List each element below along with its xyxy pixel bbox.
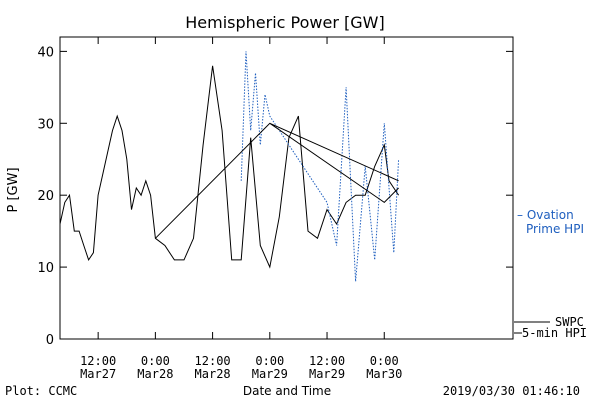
x-tick-label-date: Mar27 [80,367,116,381]
x-tick-label-time: 12:00 [80,354,116,368]
y-tick-label: 30 [37,117,54,132]
y-tick-label: 0 [46,333,54,348]
x-tick-label-time: 0:00 [370,354,399,368]
x-tick-label-time: 0:00 [141,354,170,368]
x-axis-label: Date and Time [243,384,331,398]
plot-frame [59,36,514,340]
footer-right: 2019/03/30 01:46:10 [443,384,580,398]
x-tick-label-date: Mar29 [252,367,288,381]
x-tick-label-date: Mar29 [309,367,345,381]
footer-left: Plot: CCMC [5,384,77,398]
x-tick-label-time: 12:00 [195,354,231,368]
y-tick-label: 20 [37,189,54,204]
x-tick-label-date: Mar30 [366,367,402,381]
side-label-line2: Prime HPI [526,222,584,236]
x-tick-label-time: 0:00 [255,354,284,368]
series-line-1 [240,51,400,282]
x-tick-label-date: Mar28 [195,367,231,381]
side-label-line1: – Ovation [517,208,574,222]
legend-swpc: SWPC [555,315,584,329]
legend-hpi: 5-min HPI [522,326,587,340]
y-tick-label: 40 [37,45,54,60]
chart-title: Hemispheric Power [GW] [185,13,384,32]
x-tick-label-date: Mar28 [137,367,173,381]
series-line-2 [155,122,399,239]
series-line-0 [59,65,400,269]
x-tick-label-time: 12:00 [309,354,345,368]
y-tick-label: 10 [37,261,54,276]
y-axis-label: P [GW] [6,167,21,212]
